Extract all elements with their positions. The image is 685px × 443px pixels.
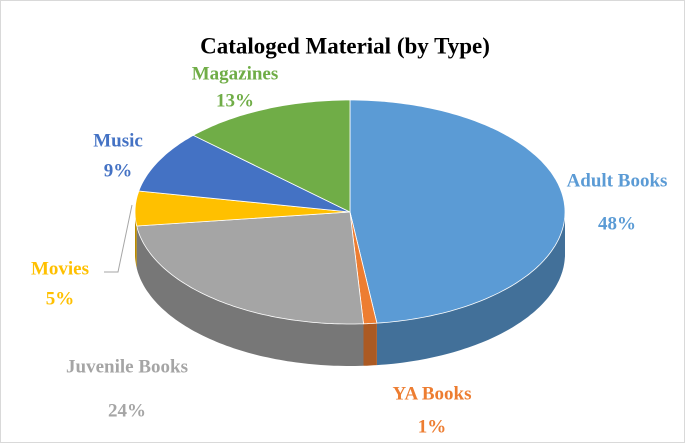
- data-label-name: Movies: [31, 258, 89, 279]
- data-label-value: 5%: [46, 288, 75, 309]
- data-label-value: 1%: [418, 416, 447, 437]
- slice-top: [192, 99, 351, 213]
- data-label-name: YA Books: [392, 383, 471, 404]
- data-label-name: Music: [93, 130, 143, 151]
- slice: [136, 211, 364, 366]
- slice: [134, 190, 351, 268]
- slice-side: [363, 323, 377, 366]
- slice: [349, 99, 566, 366]
- data-label-name: Adult Books: [567, 170, 668, 191]
- slice: [192, 99, 351, 213]
- slice-top: [138, 134, 351, 213]
- slice-top: [136, 211, 364, 325]
- data-label-value: 9%: [104, 160, 133, 181]
- leader-line: [104, 204, 133, 273]
- data-label-value: 13%: [216, 90, 254, 111]
- slice-side: [136, 226, 364, 366]
- slice-top: [349, 99, 566, 324]
- slice: [138, 134, 351, 213]
- chart-title: Cataloged Material (by Type): [200, 33, 490, 58]
- slice-top: [134, 190, 351, 227]
- data-label-name: Juvenile Books: [66, 356, 188, 377]
- slice-side: [135, 212, 137, 268]
- data-label-value: 48%: [598, 213, 636, 234]
- slice-side: [376, 212, 565, 366]
- data-label-value: 24%: [108, 400, 146, 421]
- slice: [349, 211, 378, 366]
- pie: [134, 99, 566, 366]
- data-label-name: Magazines: [192, 63, 279, 84]
